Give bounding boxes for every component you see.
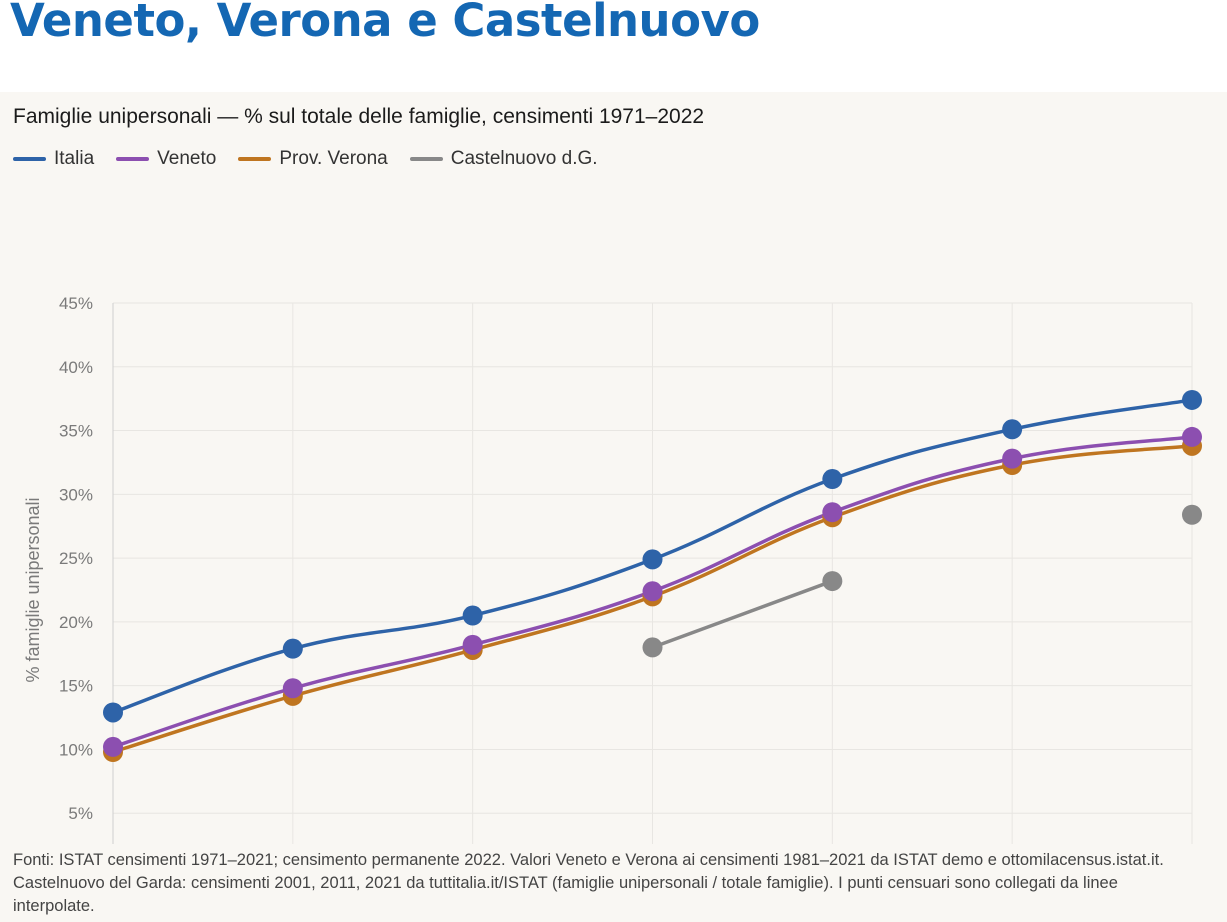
y-tick-label: 20% xyxy=(59,613,93,632)
legend-item-veneto[interactable]: Veneto xyxy=(116,148,216,170)
data-point-veneto xyxy=(462,634,483,655)
legend-swatch xyxy=(116,157,150,161)
data-point-castelnuovo-d-g xyxy=(1182,504,1202,525)
data-point-italia xyxy=(1002,419,1023,440)
data-point-italia xyxy=(822,469,843,490)
y-tick-label: 45% xyxy=(59,294,93,313)
series-line-castelnuovo-d-g xyxy=(650,579,835,650)
legend-label: Italia xyxy=(54,148,95,169)
data-point-italia xyxy=(103,702,123,723)
data-point-italia xyxy=(282,638,303,659)
line-chart: 0%5%10%15%20%25%30%35%40%45%197119811991… xyxy=(23,294,1202,844)
data-point-italia xyxy=(642,549,663,570)
data-point-veneto xyxy=(103,736,123,757)
legend-item-italia[interactable]: Italia xyxy=(13,148,94,170)
legend-label: Veneto xyxy=(157,148,217,169)
y-tick-label: 10% xyxy=(59,740,93,759)
chart-panel: Famiglie unipersonali — % sul totale del… xyxy=(0,92,1227,922)
legend-label: Prov. Verona xyxy=(279,148,388,169)
data-point-veneto xyxy=(282,678,303,699)
y-tick-label: 30% xyxy=(59,485,93,504)
data-point-castelnuovo-d-g xyxy=(822,571,843,592)
source-note: Fonti: ISTAT censimenti 1971–2021; censi… xyxy=(13,851,1164,915)
data-point-italia xyxy=(1182,389,1202,410)
legend-item-castelnuovo[interactable]: Castelnuovo d.G. xyxy=(409,148,598,170)
y-tick-label: 15% xyxy=(59,677,93,696)
y-tick-label: 25% xyxy=(59,549,93,568)
legend-label: Castelnuovo d.G. xyxy=(450,148,598,169)
chart-legend: Italia Veneto Prov. Verona Castelnuovo d… xyxy=(13,148,620,170)
legend-swatch xyxy=(238,157,272,161)
page-title: Veneto, Verona e Castelnuovo xyxy=(10,0,760,47)
data-point-veneto xyxy=(642,581,663,602)
y-axis-title: % famiglie unipersonali xyxy=(23,497,43,682)
data-point-veneto xyxy=(1002,448,1023,469)
y-tick-label: 35% xyxy=(59,422,93,441)
legend-item-prov-verona[interactable]: Prov. Verona xyxy=(238,148,388,170)
y-tick-label: 5% xyxy=(68,804,93,823)
y-tick-label: 40% xyxy=(59,358,93,377)
chart-title: Famiglie unipersonali — % sul totale del… xyxy=(13,105,705,128)
legend-swatch xyxy=(13,157,46,161)
legend-swatch xyxy=(409,157,443,161)
data-point-castelnuovo-d-g xyxy=(642,637,663,658)
data-point-veneto xyxy=(1182,426,1202,447)
data-point-italia xyxy=(462,605,483,626)
data-point-veneto xyxy=(822,502,843,523)
